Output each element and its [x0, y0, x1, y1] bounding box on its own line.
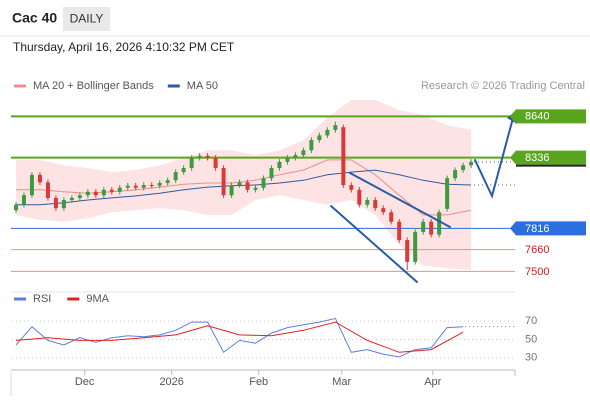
- candle-body: [93, 191, 98, 196]
- legend-label: RSI: [33, 293, 51, 305]
- y-tick-label: 70: [525, 315, 537, 327]
- candle-body: [245, 182, 250, 190]
- level-labels: 8640 8336 7816 7660 7500: [510, 109, 586, 278]
- candle-body: [37, 174, 42, 183]
- level-label: 8336: [525, 152, 549, 164]
- rsi-line: [15, 321, 464, 353]
- candle-body: [413, 231, 418, 262]
- candle-body: [53, 197, 58, 209]
- candle-body: [325, 129, 330, 136]
- candle-body: [125, 185, 130, 188]
- candle-body: [261, 178, 266, 188]
- candle-body: [389, 212, 394, 222]
- x-tick-label: 2026: [159, 376, 183, 388]
- candle-body: [285, 157, 290, 162]
- candle-body: [381, 208, 386, 213]
- legend-label: MA 50: [187, 80, 218, 92]
- candle-body: [269, 168, 274, 179]
- y-tick-label: 50: [525, 333, 537, 345]
- level-box: [510, 221, 586, 236]
- timestamp: Thursday, April 16, 2026 4:10:32 PM CET: [13, 40, 235, 54]
- candle-body: [237, 182, 242, 186]
- x-tick-label: Feb: [249, 376, 268, 388]
- channel-line: [330, 205, 418, 283]
- candle-body: [85, 191, 90, 196]
- candle-body: [469, 161, 474, 166]
- candle-body: [373, 199, 378, 209]
- ma-line: [16, 159, 472, 216]
- candle-body: [221, 168, 226, 196]
- candle-body: [101, 189, 106, 196]
- period[interactable]: DAILY: [70, 12, 104, 26]
- candle-body: [277, 161, 282, 169]
- ma-line: [16, 169, 472, 206]
- candle-body: [205, 155, 210, 158]
- level-box: [510, 150, 586, 165]
- period-box[interactable]: [63, 7, 110, 31]
- candle-body: [453, 170, 458, 179]
- forecast-arrow: [474, 117, 514, 199]
- y-tick-label: 30: [525, 352, 537, 364]
- credit: Research © 2026 Trading Central: [421, 80, 585, 92]
- candle-body: [405, 240, 410, 262]
- x-tick-label: Mar: [332, 376, 351, 388]
- candle-body: [109, 189, 114, 192]
- channel-line: [349, 172, 451, 228]
- candle-body: [45, 182, 50, 198]
- candle-body: [421, 221, 426, 232]
- candle-body: [213, 157, 218, 169]
- candle-body: [181, 168, 186, 173]
- level-box: [510, 109, 586, 124]
- candle-body: [437, 212, 442, 235]
- candle-body: [317, 135, 322, 141]
- candle-body: [349, 185, 354, 190]
- level-label: 7500: [525, 266, 549, 278]
- candle-body: [61, 199, 66, 209]
- candle-body: [21, 195, 26, 205]
- legend-label: MA 20 + Bollinger Bands: [33, 80, 154, 92]
- level-label: 8640: [525, 111, 549, 123]
- candle-body: [293, 155, 298, 158]
- candle-body: [77, 195, 82, 198]
- candle-body: [341, 127, 346, 186]
- candle-body: [197, 155, 202, 158]
- level-label: 7816: [525, 223, 549, 235]
- candle-body: [333, 125, 338, 130]
- legend-label: 9MA: [86, 293, 109, 305]
- candle-body: [13, 204, 18, 211]
- candle-body: [397, 221, 402, 241]
- candle-body: [429, 221, 434, 235]
- candle-body: [157, 182, 162, 186]
- price-plot: [11, 100, 515, 272]
- candle-body: [149, 185, 154, 187]
- x-tick-label: Apr: [424, 376, 441, 388]
- candle-body: [229, 185, 234, 196]
- candle-body: [141, 185, 146, 188]
- candle-body: [69, 197, 74, 200]
- candle-body: [445, 178, 450, 209]
- candle-body: [301, 150, 306, 156]
- candle-body: [133, 185, 138, 188]
- candle-body: [253, 187, 258, 190]
- candle-body: [117, 187, 122, 192]
- x-tick-label: Dec: [75, 376, 95, 388]
- candle-body: [357, 189, 362, 205]
- candle-body: [165, 180, 170, 183]
- candle-body: [173, 172, 178, 181]
- level-label: 7660: [525, 244, 549, 256]
- candle-body: [365, 199, 370, 205]
- candle-body: [29, 174, 34, 196]
- candle-body: [309, 140, 314, 151]
- instrument: Cac 40: [12, 10, 57, 26]
- candle-body: [189, 157, 194, 169]
- candle-body: [461, 165, 466, 171]
